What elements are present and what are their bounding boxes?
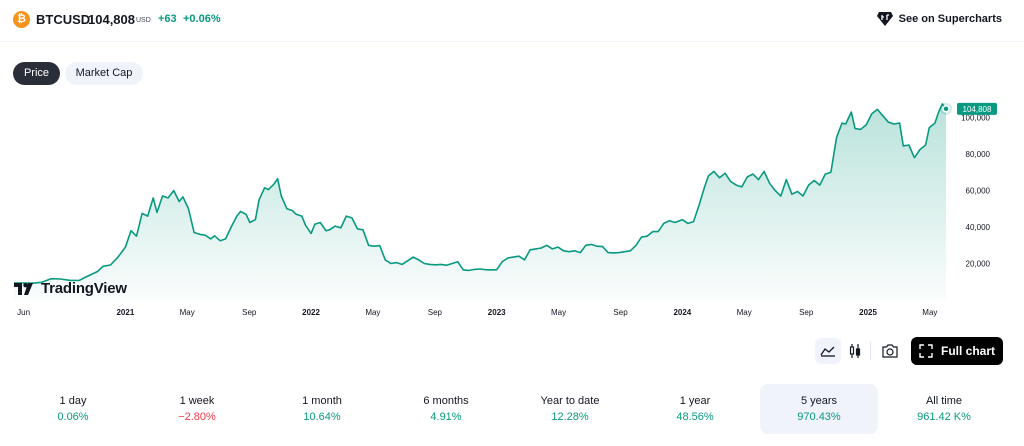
last-price-label-bg — [957, 102, 997, 115]
price-change-percent: +0.06% — [183, 13, 221, 25]
tradingview-logo[interactable]: TradingView — [14, 280, 127, 297]
x-axis-tick-label: May — [551, 308, 566, 317]
performance-periods: 1 day 0.06% 1 week −2.80% 1 month 10.64% 6 mon… — [0, 384, 1024, 434]
y-axis-tick-label: 80,000 — [966, 150, 991, 159]
toolbar-divider — [870, 342, 871, 360]
period-label: 1 month — [302, 395, 342, 407]
period-label: 1 week — [179, 395, 215, 407]
x-axis-tick-label: 2021 — [116, 308, 134, 317]
y-axis-tick-label: 40,000 — [966, 223, 991, 232]
price-chart[interactable]: 20,000 40,000 60,000 80,000 100,000 Jun 2021 M… — [0, 95, 1024, 325]
candles-chart-type-button[interactable] — [843, 338, 867, 364]
price-area-fill — [14, 103, 946, 301]
last-price: 104,808 — [88, 12, 135, 27]
bitcoin-icon: ₿ — [13, 11, 30, 28]
candlestick-icon — [849, 344, 861, 358]
period-label: Year to date — [540, 395, 600, 407]
period-year-to-date[interactable]: Year to date 12.28% — [511, 384, 629, 434]
period-1-week[interactable]: 1 week −2.80% — [138, 384, 256, 434]
x-axis-tick-label: 2022 — [302, 308, 320, 317]
x-axis-tick-label: Sep — [428, 308, 443, 317]
period-change-value: 961.42 K% — [917, 411, 971, 423]
area-chart-type-button[interactable] — [815, 338, 841, 364]
x-axis-tick-label: Sep — [799, 308, 814, 317]
period-change-value: 48.56% — [676, 411, 714, 423]
period-label: 1 year — [679, 395, 711, 407]
symbol-name[interactable]: BTCUSD — [36, 12, 91, 27]
snapshot-button[interactable] — [877, 338, 903, 364]
period-label: 1 day — [59, 395, 87, 407]
currency-label: USD — [136, 17, 151, 24]
x-axis-tick-label: 2023 — [488, 308, 506, 317]
x-axis-tick-label: Jun — [17, 308, 30, 317]
period-1-month[interactable]: 1 month 10.64% — [263, 384, 381, 434]
tradingview-label: TradingView — [41, 280, 127, 297]
tradingview-icon — [14, 282, 33, 295]
x-axis-tick-label: May — [180, 308, 195, 317]
full-chart-label: Full chart — [940, 344, 995, 358]
period-6-months[interactable]: 6 months 4.91% — [387, 384, 505, 434]
period-change-value: −2.80% — [178, 411, 216, 423]
period-label: 6 months — [423, 395, 469, 407]
x-axis-tick-label: 2024 — [673, 308, 691, 317]
x-axis-tick-label: May — [365, 308, 380, 317]
full-chart-button[interactable]: Full chart — [911, 337, 1003, 365]
period-change-value: 12.28% — [551, 411, 589, 423]
last-price-dot — [942, 105, 950, 113]
x-axis-tick-label: 2025 — [859, 308, 877, 317]
see-on-supercharts-link[interactable]: See on Supercharts — [876, 12, 1002, 26]
period-change-value: 970.43% — [797, 411, 841, 423]
camera-icon — [882, 344, 898, 358]
period-change-value: 4.91% — [430, 411, 462, 423]
period-label: All time — [925, 395, 963, 407]
x-axis-tick-label: May — [922, 308, 937, 317]
period-label: 5 years — [800, 395, 838, 407]
price-chart-svg: 20,000 40,000 60,000 80,000 100,000 Jun 2021 M… — [13, 102, 997, 317]
period-5-years[interactable]: 5 years 970.43% — [760, 384, 878, 434]
x-axis-tick-label: May — [737, 308, 752, 317]
period-all-time[interactable]: All time 961.42 K% — [885, 384, 1003, 434]
see-on-supercharts-label: See on Supercharts — [898, 13, 1002, 25]
period-1-day[interactable]: 1 day 0.06% — [14, 384, 132, 434]
x-axis-tick-label: Sep — [242, 308, 257, 317]
y-axis-tick-label: 100,000 — [961, 114, 990, 123]
period-change-value: 0.06% — [57, 411, 89, 423]
price-change: +63 — [158, 13, 177, 25]
fullscreen-icon — [919, 344, 933, 358]
tab-market-cap[interactable]: Market Cap — [65, 62, 143, 85]
tab-price[interactable]: Price — [13, 62, 60, 85]
period-1-year[interactable]: 1 year 48.56% — [636, 384, 754, 434]
y-axis-tick-label: 60,000 — [966, 187, 991, 196]
last-price-axis-label: 104,808 — [963, 105, 992, 114]
y-axis-tick-label: 20,000 — [966, 260, 991, 269]
period-change-value: 10.64% — [303, 411, 341, 423]
area-chart-icon — [820, 346, 835, 357]
supercharts-icon — [876, 12, 893, 26]
x-axis-tick-label: Sep — [613, 308, 628, 317]
top-bar: ₿ BTCUSD 104,808 USD +63 +0.06% See on S… — [0, 0, 1024, 42]
price-series-line — [13, 103, 947, 284]
